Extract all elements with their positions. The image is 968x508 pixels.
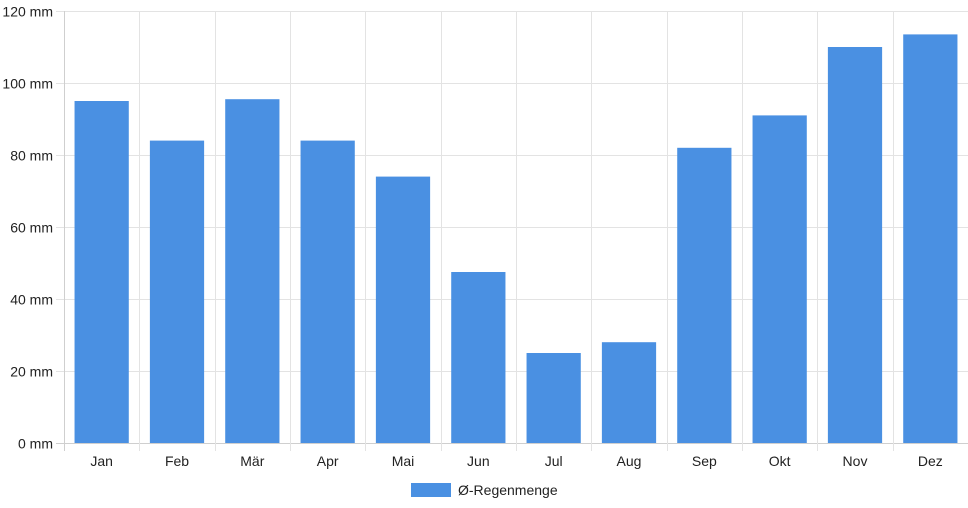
grid-layer: [56, 11, 968, 451]
y-tick-label: 20 mm: [10, 364, 53, 380]
bar-mai[interactable]: [375, 176, 431, 443]
x-tick-label: Apr: [317, 453, 339, 469]
bar-feb[interactable]: [149, 140, 205, 443]
x-tick-label: Okt: [769, 453, 791, 469]
x-tick-label: Nov: [843, 453, 868, 469]
y-tick-label: 120 mm: [2, 4, 53, 20]
bar-sep[interactable]: [677, 147, 732, 444]
bar-apr[interactable]: [300, 140, 355, 443]
x-tick-label: Jun: [467, 453, 490, 469]
y-tick-label: 100 mm: [2, 76, 53, 92]
bars-layer: [74, 34, 958, 444]
bar-aug[interactable]: [601, 342, 657, 443]
bar-jul[interactable]: [526, 353, 581, 443]
y-axis: 0 mm 20 mm 40 mm 60 mm 80 mm 100 mm 120 mm: [2, 4, 53, 452]
x-tick-label: Jan: [90, 453, 113, 469]
x-tick-label: Dez: [918, 453, 943, 469]
y-tick-label: 40 mm: [10, 292, 53, 308]
y-tick-label: 80 mm: [10, 148, 53, 164]
x-tick-label: Mai: [392, 453, 415, 469]
x-tick-label: Sep: [692, 453, 717, 469]
x-tick-label: Aug: [617, 453, 642, 469]
y-tick-label: 60 mm: [10, 220, 53, 236]
bar-dez[interactable]: [903, 34, 958, 444]
x-tick-label: Jul: [545, 453, 563, 469]
x-tick-label: Mär: [240, 453, 264, 469]
bar-okt[interactable]: [752, 115, 807, 444]
bar-mär[interactable]: [225, 99, 280, 443]
legend-swatch[interactable]: [411, 483, 451, 497]
bar-nov[interactable]: [827, 47, 883, 443]
x-tick-label: Feb: [165, 453, 189, 469]
bar-jun[interactable]: [451, 272, 506, 443]
legend[interactable]: Ø-Regenmenge: [411, 482, 558, 498]
bar-jan[interactable]: [74, 101, 129, 443]
y-tick-label: 0 mm: [18, 436, 53, 452]
legend-label[interactable]: Ø-Regenmenge: [458, 482, 558, 498]
x-axis: Jan Feb Mär Apr Mai Jun Jul Aug Sep Okt Nov Dez: [90, 453, 942, 469]
